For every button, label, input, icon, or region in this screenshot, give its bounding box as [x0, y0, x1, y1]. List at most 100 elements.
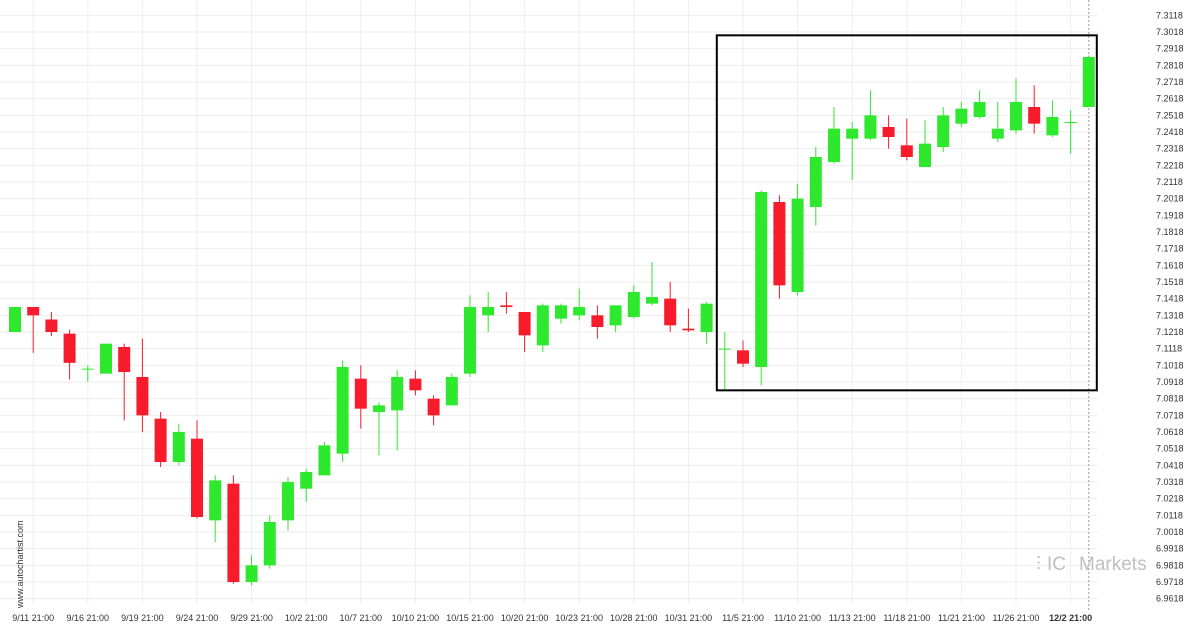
y-tick-label: 7.0118 [1156, 510, 1183, 520]
bearish-candle [591, 305, 604, 339]
x-tick-label: 11/18 21:00 [883, 613, 930, 623]
bearish-candle [409, 370, 422, 396]
candle-body [81, 368, 94, 370]
candle-body [609, 305, 622, 326]
y-tick-label: 7.1918 [1156, 210, 1184, 220]
bearish-candle [63, 329, 76, 380]
bullish-candle [627, 285, 640, 319]
bullish-candle [555, 303, 567, 324]
candle-body [646, 297, 658, 304]
y-tick-label: 7.1718 [1156, 244, 1184, 254]
bearish-candle [773, 195, 786, 299]
candle-body [391, 377, 404, 411]
candle-body [864, 115, 877, 139]
candle-body [300, 472, 313, 489]
bullish-candle [245, 555, 258, 586]
bearish-candle [664, 282, 677, 332]
x-tick-label: 9/29 21:00 [230, 613, 273, 623]
bearish-candle [27, 307, 40, 353]
candle-body [627, 292, 640, 317]
candle-body [973, 102, 986, 117]
bullish-candle [1010, 78, 1022, 134]
x-tick-label: 11/5 21:00 [722, 613, 764, 623]
bullish-candle [646, 262, 658, 306]
bullish-candle [700, 302, 713, 344]
y-tick-label: 7.2818 [1156, 60, 1184, 70]
bearish-candle [900, 118, 913, 161]
bullish-candle [1082, 55, 1095, 107]
y-tick-label: 6.9818 [1156, 560, 1184, 570]
y-tick-label: 7.3018 [1156, 27, 1184, 37]
bearish-candle [1028, 85, 1041, 134]
bullish-candle [536, 303, 549, 352]
bullish-candle [955, 102, 968, 127]
candle-body [737, 350, 749, 364]
y-tick-label: 7.1318 [1156, 310, 1184, 320]
candle-body [227, 483, 240, 582]
bullish-candle [937, 107, 950, 152]
candle-body [154, 418, 167, 462]
x-tick-label: 10/23 21:00 [555, 613, 603, 623]
candle-body [45, 319, 58, 332]
x-tick-label: 10/10 21:00 [392, 613, 440, 623]
y-tick-label: 7.0818 [1156, 394, 1184, 404]
candle-body [919, 143, 931, 167]
candle-body [846, 128, 859, 139]
candle-body [755, 192, 768, 367]
bullish-candle [263, 515, 276, 569]
y-tick-label: 7.0318 [1156, 477, 1184, 487]
brand-logo: ⫶ IC Markets [1036, 554, 1147, 575]
y-tick-label: 7.2018 [1156, 194, 1184, 204]
bullish-candle [336, 360, 349, 462]
x-tick-label: 11/13 21:00 [829, 613, 876, 623]
y-tick-label: 7.1218 [1156, 327, 1184, 337]
x-tick-label: 9/11 21:00 [12, 613, 54, 623]
x-tick-label: 9/24 21:00 [176, 613, 219, 623]
bearish-candle [737, 340, 749, 367]
candle-body [336, 367, 349, 454]
bullish-candle [318, 442, 331, 476]
x-tick-label: 9/19 21:00 [121, 613, 164, 623]
bullish-candle [1046, 100, 1059, 137]
y-tick-label: 7.2118 [1156, 177, 1183, 187]
candle-body [464, 307, 476, 374]
y-tick-label: 7.1018 [1156, 360, 1184, 370]
bullish-candle [846, 122, 859, 181]
candle-body [9, 307, 21, 332]
candle-body [937, 115, 950, 147]
bearish-candle [682, 308, 695, 332]
candle-body [63, 333, 76, 363]
y-tick-label: 7.0518 [1156, 444, 1184, 454]
candle-body [1064, 122, 1077, 123]
candle-body [573, 307, 586, 316]
candle-body [209, 480, 222, 521]
bearish-candle [500, 292, 513, 314]
candle-body [773, 202, 786, 286]
pattern-highlight [715, 34, 1098, 392]
y-tick-label: 7.0018 [1156, 527, 1184, 537]
candle-body [882, 127, 895, 137]
bullish-candle [100, 343, 112, 374]
y-tick-label: 7.3118 [1156, 10, 1183, 20]
candle-body [536, 305, 549, 346]
bearish-candle [154, 412, 167, 467]
y-tick-label: 7.1818 [1156, 227, 1184, 237]
bullish-candle [573, 288, 586, 321]
bearish-candle [354, 365, 367, 429]
candle-body [191, 438, 203, 517]
source-watermark: www.autochartist.com [15, 520, 25, 609]
bearish-candle [118, 343, 131, 421]
x-tick-label: 10/15 21:00 [446, 613, 494, 623]
candle-body [100, 343, 112, 374]
bullish-candle [919, 120, 931, 167]
y-tick-label: 7.2518 [1156, 110, 1184, 120]
price-axis: 7.3118 7.3018 7.2918 7.2818 7.2718 7.2618 7.25… [1156, 10, 1184, 603]
x-tick-label: 12/2 21:00 [1049, 613, 1092, 623]
candle-body [118, 347, 131, 372]
bullish-candle [482, 292, 495, 332]
x-tick-label: 10/2 21:00 [285, 613, 328, 623]
bullish-candle [809, 147, 822, 226]
bullish-candle [718, 332, 731, 391]
bullish-candle [300, 468, 313, 502]
